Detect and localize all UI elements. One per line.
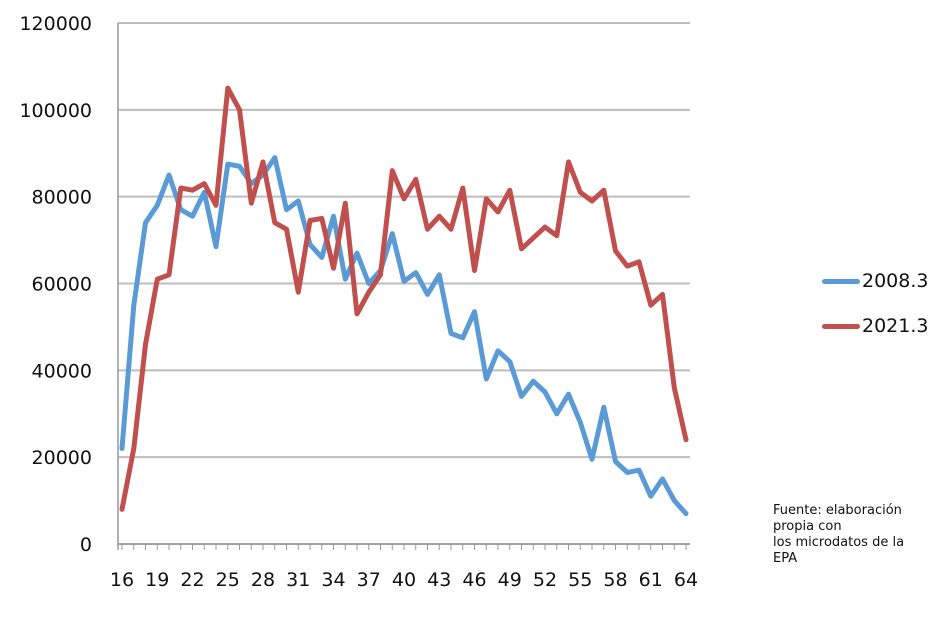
y-tick-label: 40000 — [32, 360, 92, 382]
x-tick-label: 37 — [357, 569, 381, 591]
series-line-2021.3 — [119, 85, 689, 512]
y-tick-label: 60000 — [32, 274, 92, 296]
y-tick-label: 120000 — [19, 13, 92, 35]
x-tick-label: 34 — [321, 569, 345, 591]
x-tick-label: 40 — [392, 569, 416, 591]
source-line: propia con — [773, 519, 842, 534]
x-tick-label: 52 — [533, 569, 557, 591]
x-tick-label: 61 — [639, 569, 663, 591]
legend-label-2021: 2021.3 — [862, 315, 928, 337]
x-tick-label: 28 — [251, 569, 275, 591]
x-tick-label: 43 — [427, 569, 451, 591]
source-line: los microdatos de la — [773, 535, 905, 550]
series-line-2008.3 — [119, 155, 689, 517]
x-tick-label: 25 — [216, 569, 240, 591]
y-tick-label: 80000 — [32, 187, 92, 209]
x-tick-label: 19 — [145, 569, 169, 591]
x-tick-label: 49 — [498, 569, 522, 591]
y-tick-label: 100000 — [19, 100, 92, 122]
x-tick-label: 55 — [568, 569, 592, 591]
x-tick-label: 16 — [110, 569, 134, 591]
y-tick-label: 20000 — [32, 447, 92, 469]
source-line: EPA — [773, 551, 798, 566]
legend-item-2021: 2021.3 — [822, 315, 928, 337]
legend-swatch-2008 — [822, 279, 860, 284]
source-line: Fuente: elaboración — [773, 503, 902, 518]
x-tick-label: 46 — [462, 569, 486, 591]
x-tick-label: 22 — [180, 569, 204, 591]
legend-swatch-2021 — [822, 324, 860, 329]
y-tick-label: 0 — [80, 534, 92, 556]
x-tick-label: 58 — [603, 569, 627, 591]
x-tick-label: 64 — [674, 569, 698, 591]
source-note: Fuente: elaboración propia con los micro… — [773, 503, 904, 567]
legend-label-2008: 2008.3 — [862, 270, 928, 292]
legend-item-2008: 2008.3 — [822, 270, 928, 292]
x-tick-label: 31 — [286, 569, 310, 591]
